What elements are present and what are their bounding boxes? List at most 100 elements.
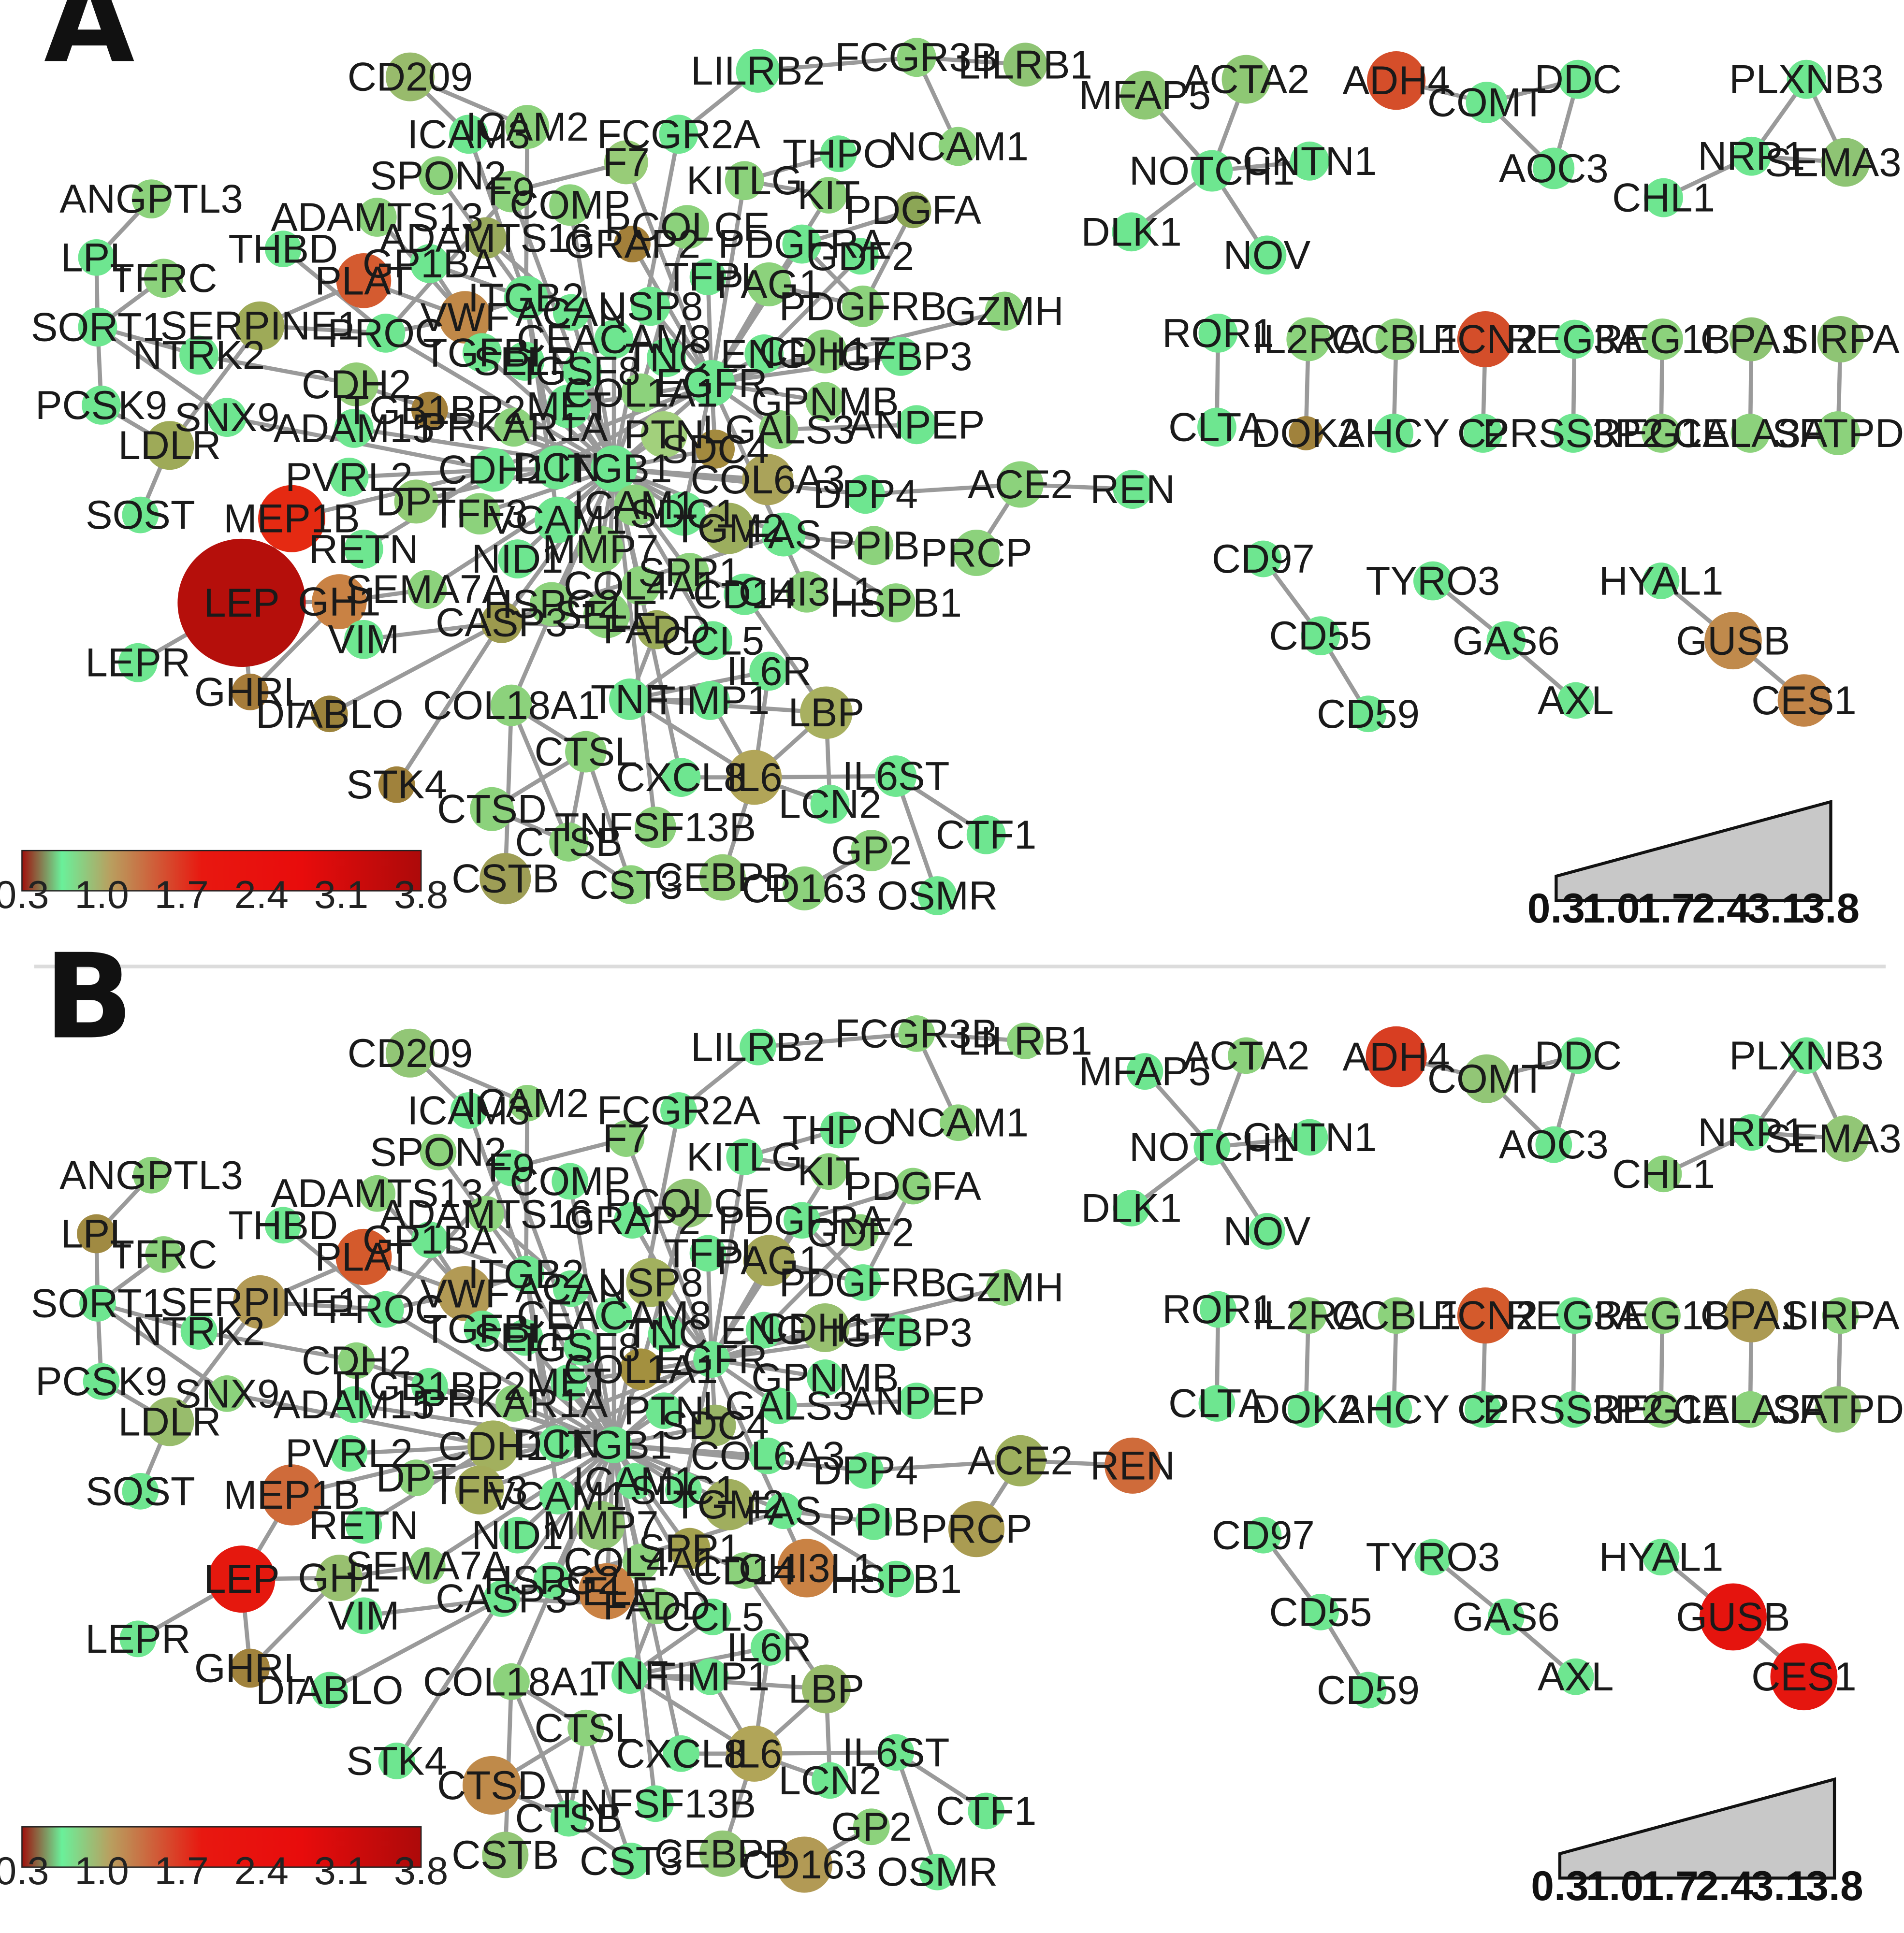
- node-col1a1[interactable]: [620, 1348, 662, 1390]
- node-il6r[interactable]: [749, 651, 789, 691]
- node-ror1[interactable]: [1198, 313, 1238, 353]
- node-pcolce[interactable]: [665, 205, 710, 249]
- node-cdh17[interactable]: [803, 329, 847, 374]
- node-tyro3[interactable]: [1413, 561, 1453, 601]
- node-cd14[interactable]: [724, 573, 766, 615]
- node-ldlr[interactable]: [145, 421, 194, 470]
- node-pdgfa[interactable]: [894, 191, 931, 229]
- node-snx9[interactable]: [208, 1375, 246, 1412]
- node-cdh17[interactable]: [800, 1303, 850, 1352]
- node-ahcy[interactable]: [1375, 1391, 1412, 1428]
- node-lbp[interactable]: [801, 1664, 851, 1714]
- node-cd209[interactable]: [385, 1028, 435, 1078]
- node-dok2[interactable]: [1287, 1391, 1324, 1428]
- node-lep[interactable]: [177, 538, 306, 667]
- node-proc[interactable]: [367, 1291, 404, 1328]
- node-stk4[interactable]: [378, 766, 415, 803]
- node-tgm2[interactable]: [703, 503, 755, 554]
- node-axl[interactable]: [1557, 1658, 1594, 1695]
- node-cd163[interactable]: [776, 1836, 833, 1893]
- node-thpo[interactable]: [820, 1111, 857, 1149]
- node-f7[interactable]: [608, 1120, 645, 1157]
- node-reg1b[interactable]: [1644, 1297, 1681, 1334]
- node-itgb1bp2[interactable]: [411, 391, 448, 429]
- node-pvrl2[interactable]: [331, 1435, 368, 1472]
- node-usp8[interactable]: [631, 287, 670, 326]
- node-adh4[interactable]: [1366, 1026, 1427, 1087]
- node-mep1b[interactable]: [258, 485, 325, 552]
- node-col6a3[interactable]: [742, 454, 794, 505]
- node-cd55[interactable]: [1301, 616, 1340, 656]
- node-grap2[interactable]: [614, 1202, 651, 1239]
- node-gpnmb[interactable]: [807, 1359, 843, 1396]
- node-met[interactable]: [547, 384, 591, 429]
- node-adam15[interactable]: [334, 408, 374, 448]
- node-grap2[interactable]: [614, 226, 651, 262]
- node-cd163[interactable]: [782, 866, 827, 910]
- node-itgb2[interactable]: [508, 1255, 545, 1293]
- node-sirpa[interactable]: [1822, 1297, 1859, 1334]
- node-ppib[interactable]: [856, 1503, 892, 1540]
- node-ccbl1[interactable]: [1378, 1297, 1415, 1334]
- node-gzmh[interactable]: [986, 1269, 1023, 1306]
- node-ctsl[interactable]: [565, 731, 607, 773]
- node-vim[interactable]: [345, 1597, 382, 1634]
- node-acta2[interactable]: [1228, 1037, 1264, 1074]
- node-stk4[interactable]: [378, 1743, 415, 1779]
- node-tnfsf13b[interactable]: [637, 1785, 674, 1822]
- node-gas6[interactable]: [1487, 1599, 1525, 1635]
- node-lgals3[interactable]: [759, 410, 799, 449]
- node-pcolce[interactable]: [663, 1179, 712, 1228]
- node-lcn2[interactable]: [810, 784, 850, 824]
- node-comt[interactable]: [1466, 82, 1508, 124]
- node-vcam1[interactable]: [534, 496, 581, 543]
- node-pdgfa[interactable]: [894, 1168, 931, 1205]
- node-ctsb[interactable]: [549, 822, 589, 862]
- node-osmr[interactable]: [917, 876, 957, 915]
- node-ddc[interactable]: [1559, 1037, 1597, 1074]
- node-lep[interactable]: [208, 1545, 276, 1613]
- node-fcgr3b[interactable]: [898, 1015, 935, 1052]
- node-ctsd[interactable]: [470, 787, 514, 831]
- node-lgals3[interactable]: [760, 1387, 797, 1424]
- node-cpa1[interactable]: [1729, 317, 1773, 361]
- node-osmr[interactable]: [919, 1853, 956, 1890]
- node-fcn2[interactable]: [1457, 1287, 1513, 1344]
- node-acta2[interactable]: [1221, 55, 1271, 104]
- node-vim[interactable]: [344, 620, 383, 659]
- node-ptn[interactable]: [645, 1392, 683, 1429]
- node-angptl3[interactable]: [133, 1156, 170, 1194]
- node-acan[interactable]: [552, 294, 590, 331]
- node-prkar1a[interactable]: [494, 407, 534, 447]
- node-diablo[interactable]: [311, 695, 348, 733]
- node-ghrl[interactable]: [232, 673, 269, 710]
- node-ctsl[interactable]: [567, 1709, 604, 1746]
- node-ddc[interactable]: [1558, 59, 1598, 99]
- node-tnc[interactable]: [647, 338, 686, 377]
- node-aoc3[interactable]: [1533, 147, 1575, 189]
- node-cd59[interactable]: [1350, 695, 1387, 733]
- node-cd97[interactable]: [1245, 540, 1282, 577]
- node-ace2[interactable]: [997, 461, 1044, 508]
- node-lilrb2[interactable]: [736, 49, 780, 93]
- node-plxnb3[interactable]: [1787, 59, 1826, 99]
- node-comt[interactable]: [1462, 1054, 1511, 1103]
- node-cdh1[interactable]: [467, 1420, 519, 1472]
- node-adamts13[interactable]: [359, 1175, 396, 1212]
- node-sftpd[interactable]: [1816, 411, 1860, 455]
- node-icam3[interactable]: [450, 1092, 487, 1129]
- node-nrp1[interactable]: [1731, 136, 1771, 176]
- node-pdgfrb[interactable]: [842, 285, 884, 327]
- node-diablo[interactable]: [311, 1672, 348, 1709]
- node-ccl5[interactable]: [693, 621, 732, 661]
- node-pdgfrb[interactable]: [844, 1264, 882, 1301]
- node-anpep[interactable]: [898, 1383, 935, 1419]
- node-sost[interactable]: [122, 1472, 159, 1510]
- node-prcp[interactable]: [953, 529, 1000, 576]
- node-eng[interactable]: [745, 1312, 783, 1349]
- node-notch1[interactable]: [1191, 150, 1233, 192]
- node-fadd[interactable]: [638, 1587, 675, 1625]
- node-c2[interactable]: [1465, 1391, 1501, 1428]
- node-thbd[interactable]: [264, 231, 302, 268]
- node-tfpi[interactable]: [689, 1235, 727, 1272]
